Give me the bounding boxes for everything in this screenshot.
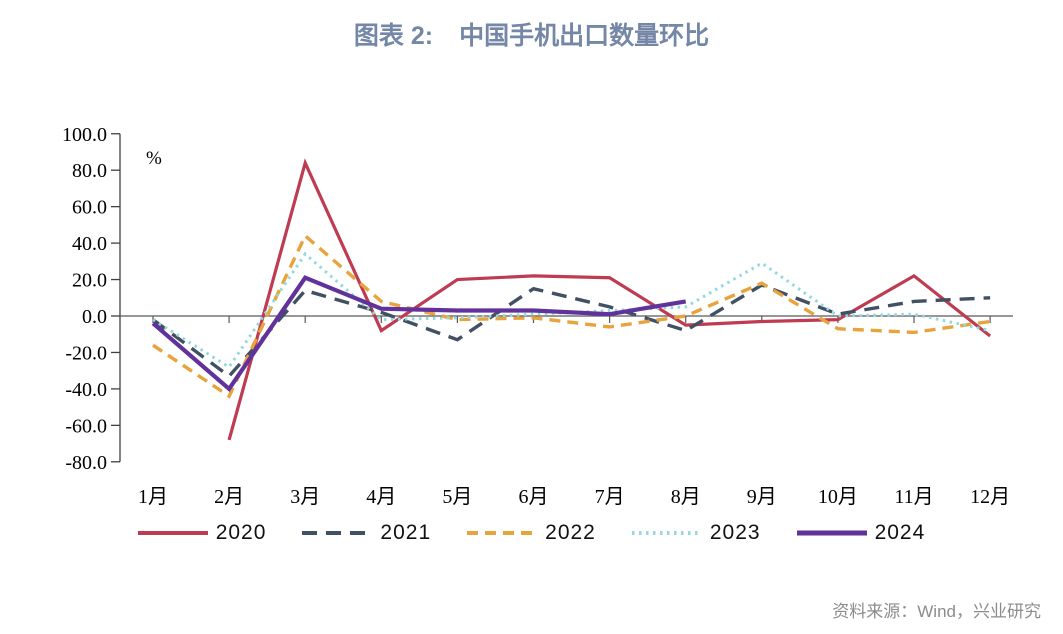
series-line-2022 — [152, 233, 991, 399]
legend-item-2024: 2024 — [796, 521, 926, 545]
chart-title-text: 中国手机出口数量环比 — [459, 22, 710, 50]
legend-line-sample — [631, 531, 702, 535]
y-tick-label: 80.0 — [72, 160, 107, 182]
x-tick-label: 11月 — [894, 486, 933, 508]
legend-item-2021: 2021 — [302, 521, 431, 545]
legend-line-sample — [467, 531, 538, 535]
x-tick-label: 8月 — [671, 486, 701, 508]
legend-item-2022: 2022 — [467, 521, 596, 545]
legend-item-2023: 2023 — [631, 521, 761, 545]
y-tick-label: 100.0 — [62, 124, 107, 146]
chart-legend: 2020 2021 2022 2023 2024 — [0, 521, 1063, 545]
y-tick-label: 20.0 — [72, 270, 107, 292]
y-axis-unit-label: % — [146, 148, 162, 169]
x-tick-label: 9月 — [747, 486, 777, 508]
series-line-2021 — [151, 283, 991, 379]
legend-line-sample — [302, 531, 373, 535]
x-tick-label: 6月 — [519, 486, 549, 508]
line-chart: 100.0 80.0 60.0 40.0 20.0 0.0 -20.0 -40.0 -60.0 -… — [62, 124, 1013, 508]
legend-label: 2021 — [380, 521, 432, 544]
legend-label: 2022 — [545, 521, 596, 544]
chart-title: 图表 2: 中国手机出口数量环比 — [0, 16, 1063, 52]
y-tick-label: 40.0 — [72, 233, 107, 255]
y-tick-label: -80.0 — [65, 452, 107, 474]
source-note: 资料来源：Wind，兴业研究 — [832, 602, 1041, 621]
legend-line-sample — [796, 530, 867, 536]
x-tick-label: 1月 — [138, 486, 168, 508]
x-tick-label: 3月 — [290, 486, 320, 508]
x-tick-label: 10月 — [818, 486, 858, 508]
x-tick-label: 7月 — [595, 486, 625, 508]
legend-label: 2020 — [215, 521, 267, 544]
x-tick-label: 2月 — [214, 486, 244, 508]
y-tick-label: 60.0 — [72, 197, 107, 219]
legend-item-2020: 2020 — [137, 521, 267, 545]
legend-label: 2023 — [709, 521, 761, 544]
legend-label: 2024 — [874, 521, 926, 544]
series-line-2020 — [227, 158, 992, 441]
y-tick-label: -20.0 — [65, 342, 107, 364]
x-tick-label: 12月 — [970, 486, 1010, 508]
y-tick-label: -60.0 — [65, 415, 107, 437]
x-tick-label: 4月 — [366, 486, 396, 508]
chart-title-prefix: 图表 2: — [353, 22, 434, 50]
y-tick-label: 0.0 — [82, 306, 107, 328]
x-tick-label: 5月 — [442, 486, 472, 508]
series-line-2024 — [151, 275, 687, 393]
y-tick-label: -40.0 — [65, 379, 107, 401]
series-line-2023 — [152, 251, 991, 370]
legend-line-sample — [137, 531, 208, 535]
